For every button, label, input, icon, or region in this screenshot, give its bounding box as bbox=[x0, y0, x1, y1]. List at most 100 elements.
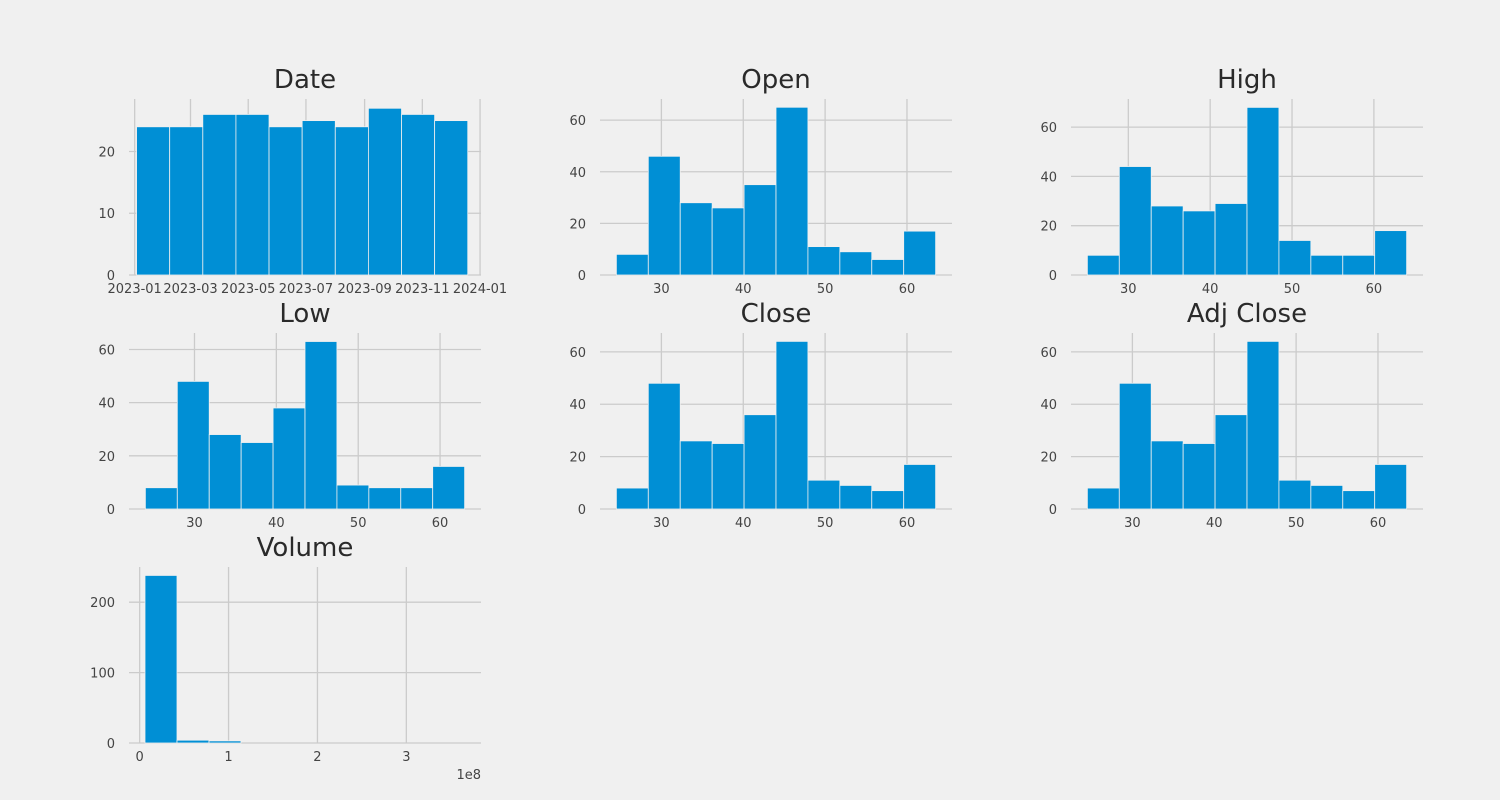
y-tick-label: 0 bbox=[1049, 269, 1057, 284]
histogram-bar bbox=[1310, 485, 1344, 510]
subplot-title: Adj Close bbox=[1187, 299, 1307, 329]
x-tick-label: 2023-03 bbox=[163, 282, 217, 297]
histogram-bar bbox=[334, 126, 369, 276]
x-tick-label: 40 bbox=[735, 516, 752, 531]
subplot-open: 0 20 40 60 30 40 50 60 Open bbox=[569, 65, 952, 297]
subplot-close: 0 20 40 60 30 40 50 60 Close bbox=[569, 299, 952, 531]
histogram-bar bbox=[1214, 414, 1248, 510]
histogram-bar bbox=[679, 440, 713, 510]
histogram-bar bbox=[647, 155, 681, 276]
x-tick-label: 40 bbox=[735, 282, 752, 297]
histogram-bar bbox=[1150, 205, 1184, 276]
x-tick-label: 60 bbox=[1370, 516, 1387, 531]
y-tick-label: 20 bbox=[569, 217, 586, 232]
y-tick-label: 40 bbox=[1040, 398, 1057, 413]
histogram-bar bbox=[434, 120, 469, 276]
y-tick-label: 20 bbox=[1040, 451, 1057, 466]
subplot-high: 0 20 40 60 30 40 50 60 High bbox=[1040, 65, 1423, 297]
x-tick-label: 60 bbox=[899, 282, 916, 297]
y-tick-label: 0 bbox=[107, 269, 115, 284]
x-tick-label: 50 bbox=[817, 516, 834, 531]
y-tick-label: 0 bbox=[578, 269, 586, 284]
y-tick-label: 10 bbox=[98, 207, 115, 222]
histogram-bar bbox=[268, 126, 303, 276]
subplot-volume: 0 100 200 0 1 2 3 1e8 Volume bbox=[90, 533, 481, 783]
y-tick-label: 40 bbox=[98, 397, 115, 412]
subplot-title: Open bbox=[741, 65, 810, 95]
histogram-bar bbox=[336, 484, 370, 510]
histogram-bar bbox=[176, 380, 210, 510]
y-tick-label: 60 bbox=[569, 114, 586, 129]
x-tick-label: 2023-09 bbox=[337, 282, 391, 297]
histogram-bar bbox=[679, 202, 713, 276]
histogram-bar bbox=[1246, 340, 1280, 510]
histogram-bar bbox=[1118, 382, 1152, 510]
histogram-bar bbox=[240, 442, 274, 510]
y-tick-label: 0 bbox=[107, 737, 115, 752]
histogram-bar bbox=[202, 114, 237, 276]
subplot-adj-close: 0 20 40 60 30 40 50 60 Adj Close bbox=[1040, 299, 1423, 531]
histogram-bar bbox=[807, 246, 841, 276]
x-tick-label: 2 bbox=[313, 750, 321, 765]
x-tick-label: 30 bbox=[653, 282, 670, 297]
histogram-bar bbox=[615, 487, 649, 510]
histogram-bar bbox=[208, 434, 242, 510]
subplot-title: Volume bbox=[257, 533, 354, 563]
y-tick-label: 200 bbox=[90, 596, 115, 611]
histogram-bar bbox=[711, 443, 745, 510]
histogram-bar bbox=[235, 114, 270, 276]
y-tick-label: 20 bbox=[98, 450, 115, 465]
histogram-bar bbox=[301, 120, 336, 276]
x-tick-label: 2023-05 bbox=[221, 282, 275, 297]
x-tick-label: 2023-01 bbox=[108, 282, 162, 297]
histogram-bar bbox=[1150, 440, 1184, 510]
y-tick-label: 0 bbox=[578, 503, 586, 518]
histogram-bar bbox=[136, 126, 171, 276]
histogram-bar bbox=[169, 126, 204, 276]
histogram-bar bbox=[432, 466, 466, 510]
y-tick-label: 40 bbox=[569, 166, 586, 181]
x-tick-label: 30 bbox=[653, 516, 670, 531]
histogram-bar bbox=[839, 485, 873, 510]
x-tick-label: 1 bbox=[224, 750, 232, 765]
subplot-low: 0 20 40 60 30 40 50 60 Low bbox=[98, 299, 481, 531]
histogram-bar bbox=[400, 487, 434, 510]
histogram-bar bbox=[1342, 254, 1376, 276]
histogram-bar bbox=[807, 479, 841, 510]
subplot-title: Close bbox=[741, 299, 812, 329]
histogram-bar bbox=[743, 414, 777, 510]
histogram-bar bbox=[1214, 203, 1248, 276]
histogram-bar bbox=[743, 184, 777, 276]
histogram-bar bbox=[368, 487, 402, 510]
x-tick-label: 50 bbox=[350, 516, 367, 531]
histogram-bar bbox=[1374, 464, 1408, 510]
subplot-date: 0 10 20 2023-01 2023-03 2023-05 2023-07 2023-09… bbox=[98, 65, 507, 297]
histogram-bar bbox=[711, 207, 745, 276]
histogram-bar bbox=[1086, 487, 1120, 510]
y-tick-label: 60 bbox=[1040, 121, 1057, 136]
histogram-bar bbox=[272, 407, 306, 510]
histogram-bar bbox=[304, 341, 338, 510]
histogram-bar bbox=[1278, 240, 1312, 276]
x-tick-label: 50 bbox=[1284, 282, 1301, 297]
x-tick-label: 50 bbox=[817, 282, 834, 297]
x-tick-label: 30 bbox=[186, 516, 203, 531]
y-tick-label: 0 bbox=[1049, 503, 1057, 518]
x-offset-label: 1e8 bbox=[456, 768, 481, 783]
histogram-bar bbox=[144, 487, 178, 510]
y-tick-label: 100 bbox=[90, 667, 115, 682]
x-tick-label: 3 bbox=[402, 750, 410, 765]
x-tick-label: 2023-07 bbox=[279, 282, 333, 297]
histogram-bar bbox=[1246, 106, 1280, 276]
subplot-title: Low bbox=[279, 299, 330, 329]
histogram-bar bbox=[1278, 479, 1312, 510]
histogram-bar bbox=[1182, 443, 1216, 510]
x-tick-label: 2023-11 bbox=[395, 282, 449, 297]
histogram-bar bbox=[401, 114, 436, 276]
x-tick-label: 2024-01 bbox=[453, 282, 507, 297]
x-tick-label: 60 bbox=[899, 516, 916, 531]
subplot-title: Date bbox=[274, 65, 336, 95]
histogram-bar bbox=[1374, 230, 1408, 276]
histogram-bar bbox=[839, 251, 873, 276]
